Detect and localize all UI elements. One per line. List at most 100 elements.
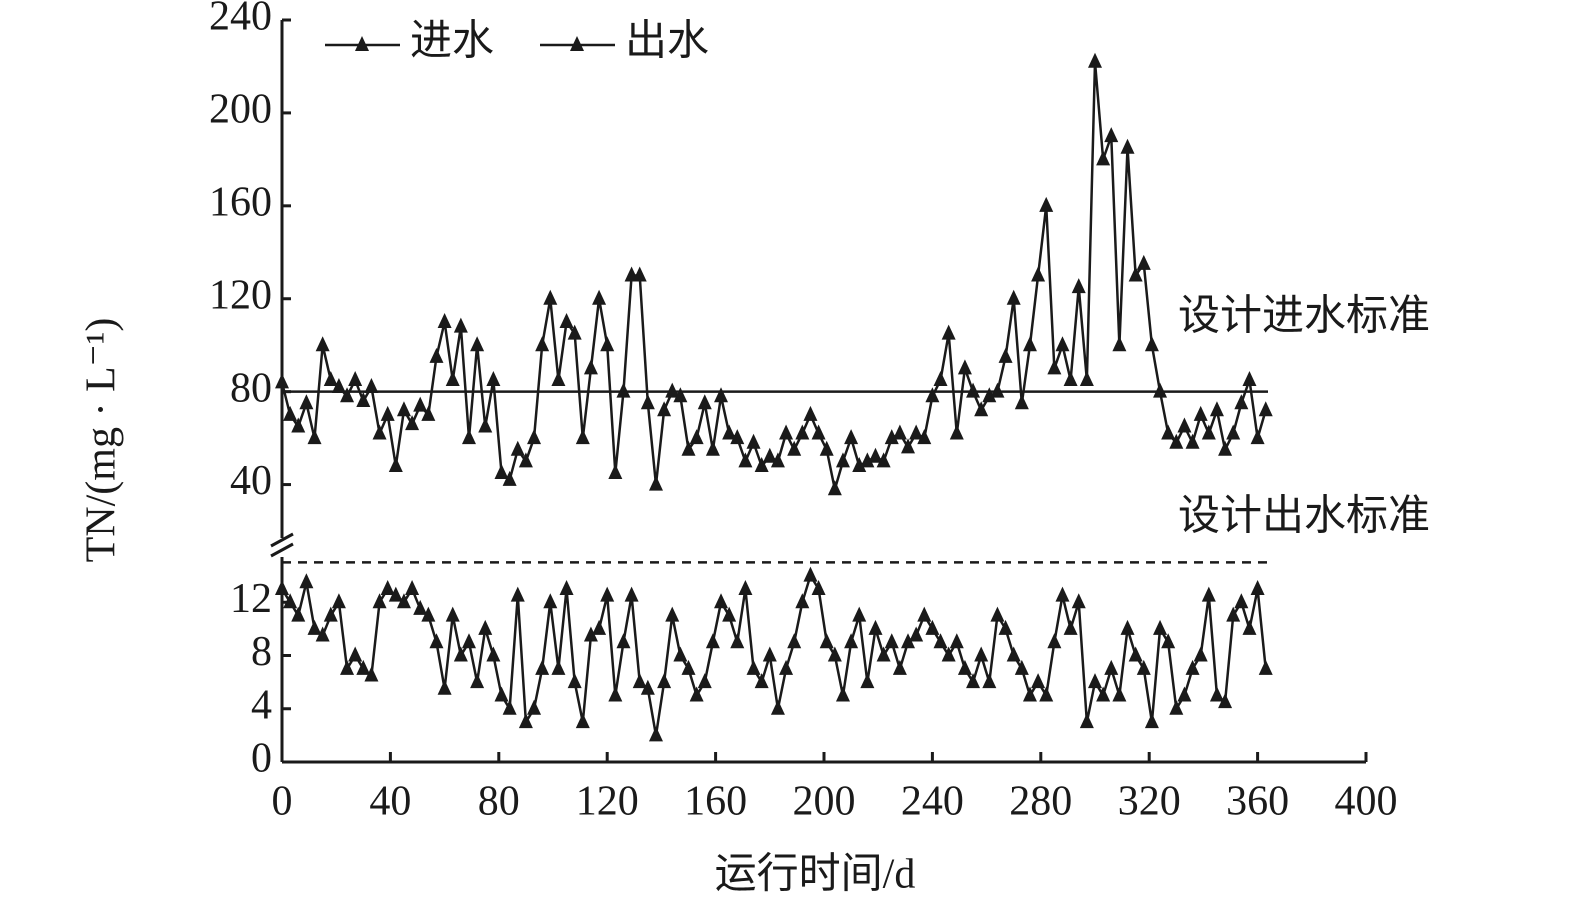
data-point (413, 599, 428, 615)
data-point (754, 456, 769, 472)
data-point (535, 336, 550, 352)
data-point (982, 673, 997, 689)
data-point (437, 679, 452, 695)
data-point (364, 666, 379, 682)
data-point (380, 405, 395, 421)
data-point (527, 699, 542, 715)
data-point (299, 573, 314, 589)
data-point (291, 417, 306, 433)
data-point (868, 447, 883, 463)
y-axis-label: TN/(mg · L⁻¹) (79, 318, 125, 563)
data-point (705, 440, 720, 456)
data-point (396, 401, 411, 417)
data-point (592, 289, 607, 305)
data-point (966, 382, 981, 398)
data-point (283, 593, 298, 609)
data-point (1128, 646, 1143, 662)
data-point (478, 619, 493, 635)
data-point (364, 378, 379, 394)
data-point (1096, 686, 1111, 702)
data-point (844, 429, 859, 445)
data-point (396, 593, 411, 609)
data-point (1209, 686, 1224, 702)
data-point (657, 401, 672, 417)
data-point (998, 347, 1013, 363)
data-point (331, 378, 346, 394)
data-point (1185, 433, 1200, 449)
data-point (933, 371, 948, 387)
data-point (1088, 52, 1102, 68)
data-point (559, 579, 574, 595)
data-point (348, 371, 363, 387)
data-point (795, 593, 810, 609)
x-tick-label: 160 (684, 779, 747, 825)
data-point (933, 633, 948, 649)
x-tick-label: 320 (1118, 779, 1181, 825)
data-point (974, 401, 989, 417)
data-point (819, 633, 834, 649)
x-tick-label: 120 (576, 779, 639, 825)
data-point (518, 713, 533, 729)
data-point (892, 424, 907, 440)
data-point (486, 371, 501, 387)
data-point (689, 429, 704, 445)
data-point (1242, 371, 1257, 387)
data-point (567, 673, 582, 689)
y-tick-label: 80 (230, 365, 272, 411)
y-tick-label: 8 (251, 629, 272, 675)
data-point (1120, 138, 1135, 154)
data-point (445, 606, 460, 622)
data-point (722, 424, 737, 440)
data-point (470, 673, 485, 689)
data-point (941, 324, 956, 340)
data-point (949, 633, 964, 649)
data-point (315, 336, 330, 352)
data-point (901, 438, 916, 454)
data-point (1234, 593, 1249, 609)
data-point (901, 633, 916, 649)
data-point (909, 424, 924, 440)
data-point (453, 646, 468, 662)
data-point (917, 429, 932, 445)
data-point (429, 633, 444, 649)
data-point (1120, 619, 1135, 635)
x-axis-label: 运行时间/d (715, 852, 916, 898)
data-point (1201, 586, 1216, 602)
data-point (600, 586, 615, 602)
data-point (1063, 619, 1078, 635)
data-point (551, 659, 566, 675)
data-point (762, 447, 777, 463)
data-point (340, 659, 355, 675)
data-point (787, 440, 802, 456)
data-point (714, 593, 729, 609)
data-point (510, 586, 525, 602)
data-point (868, 619, 883, 635)
data-point (1022, 336, 1037, 352)
data-point (543, 593, 558, 609)
reference-label: 设计进水标准 (1178, 294, 1430, 340)
x-tick-label: 80 (478, 779, 520, 825)
data-point (307, 619, 322, 635)
data-point (323, 606, 338, 622)
data-point (982, 387, 997, 403)
data-point (1104, 659, 1119, 675)
legend-marker (355, 36, 369, 51)
data-point (860, 452, 875, 468)
data-point (738, 579, 753, 595)
data-point (730, 429, 745, 445)
axis-break (270, 532, 294, 548)
data-point (1039, 686, 1054, 702)
data-point (673, 646, 688, 662)
data-point (714, 387, 729, 403)
data-point (437, 312, 452, 328)
data-point (1112, 686, 1127, 702)
data-point (608, 686, 623, 702)
y-tick-label: 40 (230, 458, 272, 504)
data-point (803, 405, 818, 421)
data-point (1209, 401, 1224, 417)
data-point (567, 324, 582, 340)
data-point (380, 579, 395, 595)
data-point (1006, 289, 1021, 305)
data-point (518, 452, 533, 468)
data-point (770, 699, 785, 715)
